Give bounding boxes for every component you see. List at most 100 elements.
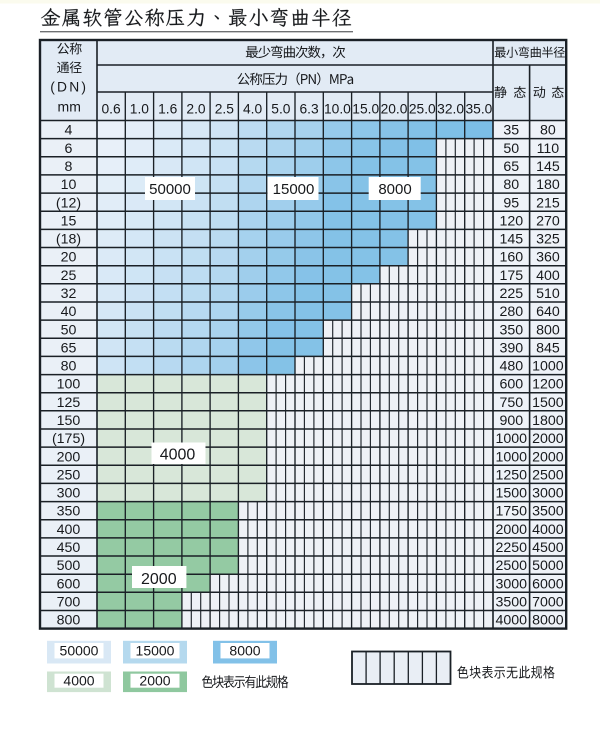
svg-text:4000: 4000	[160, 447, 196, 464]
svg-text:8: 8	[65, 159, 73, 175]
svg-text:160: 160	[499, 250, 523, 266]
svg-text:6.3: 6.3	[300, 102, 320, 117]
svg-text:(18): (18)	[56, 232, 81, 248]
svg-text:15.0: 15.0	[352, 102, 379, 117]
svg-text:1.0: 1.0	[130, 102, 150, 117]
svg-text:2500: 2500	[496, 558, 528, 574]
svg-text:(12): (12)	[56, 195, 81, 211]
svg-text:4.0: 4.0	[243, 102, 263, 117]
svg-text:20: 20	[61, 250, 77, 266]
svg-text:845: 845	[536, 340, 560, 356]
svg-text:640: 640	[536, 304, 560, 320]
svg-text:8000: 8000	[532, 613, 564, 629]
svg-text:(DN): (DN)	[50, 79, 88, 94]
svg-text:110: 110	[537, 141, 560, 157]
svg-text:400: 400	[57, 522, 81, 538]
svg-text:2000: 2000	[532, 449, 564, 465]
svg-text:700: 700	[57, 595, 81, 611]
svg-text:2000: 2000	[141, 571, 177, 588]
svg-text:80: 80	[540, 123, 556, 139]
svg-text:1500: 1500	[496, 486, 528, 502]
svg-text:3000: 3000	[532, 486, 564, 502]
svg-text:40: 40	[61, 304, 77, 320]
svg-text:360: 360	[536, 250, 560, 266]
svg-text:2.0: 2.0	[186, 102, 206, 117]
svg-text:5000: 5000	[532, 558, 564, 574]
svg-text:270: 270	[536, 213, 560, 229]
svg-text:25: 25	[61, 268, 77, 284]
svg-text:150: 150	[57, 413, 81, 429]
svg-text:65: 65	[61, 340, 77, 356]
svg-text:600: 600	[499, 377, 523, 393]
svg-text:145: 145	[536, 159, 560, 175]
svg-text:4000: 4000	[63, 673, 94, 689]
svg-text:32.0: 32.0	[437, 102, 464, 117]
svg-text:750: 750	[499, 395, 523, 411]
svg-text:1000: 1000	[496, 449, 528, 465]
svg-text:2500: 2500	[532, 468, 564, 484]
svg-text:120: 120	[499, 213, 523, 229]
svg-text:80: 80	[503, 177, 519, 193]
svg-text:2000: 2000	[496, 522, 528, 538]
svg-text:50: 50	[61, 322, 77, 338]
svg-text:35.0: 35.0	[465, 102, 492, 117]
svg-text:900: 900	[499, 413, 523, 429]
svg-text:4000: 4000	[496, 613, 528, 629]
svg-text:350: 350	[499, 322, 523, 338]
svg-text:250: 250	[57, 468, 81, 484]
svg-text:8000: 8000	[378, 181, 411, 198]
svg-text:5.0: 5.0	[271, 102, 291, 117]
svg-text:mm: mm	[58, 99, 81, 115]
svg-text:(175): (175)	[52, 431, 85, 447]
svg-text:2000: 2000	[139, 673, 170, 689]
svg-text:3000: 3000	[496, 576, 528, 592]
svg-text:4000: 4000	[532, 522, 564, 538]
svg-text:280: 280	[499, 304, 523, 320]
svg-text:1000: 1000	[532, 359, 564, 375]
svg-text:4: 4	[65, 123, 73, 139]
svg-text:510: 510	[536, 286, 560, 302]
svg-text:400: 400	[536, 268, 560, 284]
svg-text:215: 215	[536, 195, 560, 211]
svg-text:7000: 7000	[532, 595, 564, 611]
svg-text:32: 32	[61, 286, 77, 302]
svg-text:200: 200	[57, 449, 81, 465]
svg-text:2250: 2250	[496, 540, 528, 556]
svg-text:50000: 50000	[149, 181, 191, 198]
svg-text:1000: 1000	[496, 431, 528, 447]
svg-text:450: 450	[57, 540, 81, 556]
svg-text:50: 50	[503, 141, 519, 157]
svg-text:1.6: 1.6	[158, 102, 178, 117]
svg-text:95: 95	[503, 195, 519, 211]
svg-text:2.5: 2.5	[215, 102, 235, 117]
svg-text:1750: 1750	[496, 504, 528, 520]
svg-text:80: 80	[61, 359, 77, 375]
svg-text:145: 145	[499, 232, 523, 248]
svg-text:500: 500	[57, 558, 81, 574]
svg-text:8000: 8000	[229, 643, 260, 659]
svg-text:300: 300	[57, 486, 81, 502]
svg-text:100: 100	[57, 377, 81, 393]
svg-text:15000: 15000	[273, 181, 315, 198]
svg-text:800: 800	[57, 613, 81, 629]
svg-text:20.0: 20.0	[381, 102, 408, 117]
svg-text:1800: 1800	[532, 413, 564, 429]
svg-text:3500: 3500	[532, 504, 564, 520]
svg-text:480: 480	[499, 359, 523, 375]
svg-text:50000: 50000	[60, 643, 99, 659]
svg-text:125: 125	[57, 395, 81, 411]
svg-text:600: 600	[57, 576, 81, 592]
svg-text:1250: 1250	[496, 468, 528, 484]
svg-text:10.0: 10.0	[324, 102, 351, 117]
svg-text:1500: 1500	[532, 395, 564, 411]
svg-text:3500: 3500	[496, 595, 528, 611]
svg-text:0.6: 0.6	[102, 102, 122, 117]
svg-text:10: 10	[61, 177, 77, 193]
svg-text:4500: 4500	[532, 540, 564, 556]
svg-text:25.0: 25.0	[409, 102, 436, 117]
svg-text:15000: 15000	[136, 643, 175, 659]
svg-text:65: 65	[503, 159, 519, 175]
svg-text:350: 350	[57, 504, 81, 520]
svg-text:325: 325	[536, 232, 560, 248]
svg-text:180: 180	[536, 177, 560, 193]
